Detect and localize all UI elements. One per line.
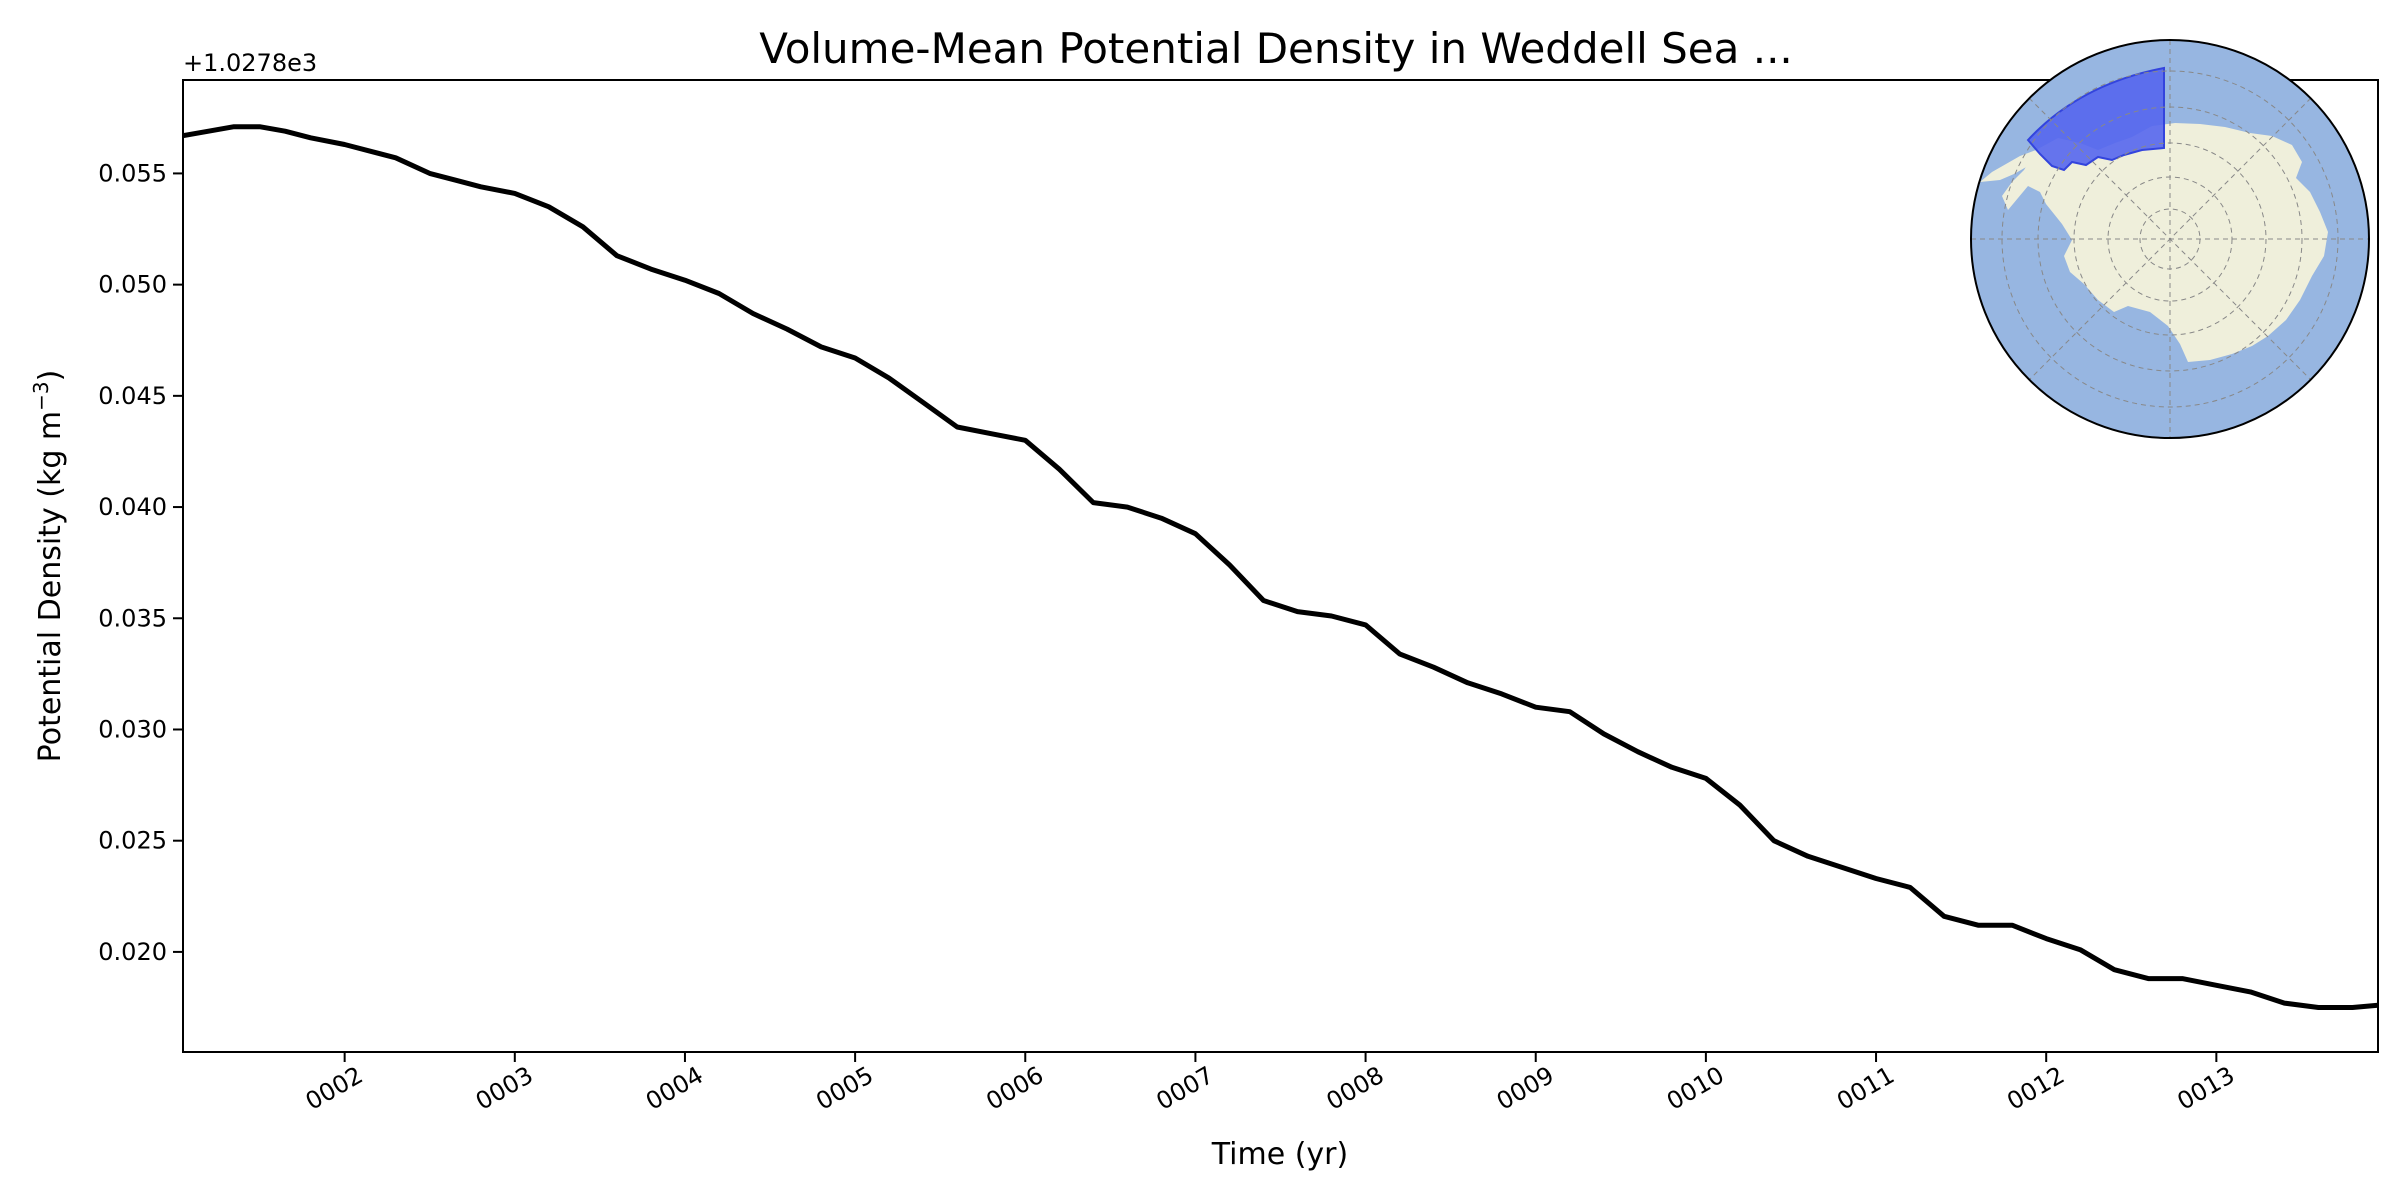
y-tick-label: 0.030	[98, 715, 167, 743]
x-axis-label: Time (yr)	[1211, 1137, 1348, 1172]
y-axis-label: Potential Density (kg m−3)	[29, 370, 68, 763]
y-tick-label: 0.025	[98, 827, 167, 855]
weddell-region-icon	[2026, 66, 2165, 172]
y-tick-label: 0.055	[98, 159, 167, 187]
peninsula-land-icon	[1980, 150, 2036, 182]
map-border	[1970, 39, 2370, 439]
y-axis-label-sup: −3	[29, 381, 53, 410]
y-axis-label-end: )	[33, 370, 68, 382]
y-tick-label: 0.040	[98, 493, 167, 521]
chart-title: Volume-Mean Potential Density in Weddell…	[759, 24, 1793, 73]
y-tick-label: 0.035	[98, 604, 167, 632]
series-line	[183, 124, 2378, 1010]
y-offset-label: +1.0278e3	[183, 49, 317, 77]
plot-frame	[182, 79, 2379, 1053]
y-tick-label: 0.020	[98, 938, 167, 966]
antarctica-map-inset	[1970, 39, 2370, 439]
y-axis-label-main: Potential Density (kg m	[33, 411, 68, 762]
y-tick-label: 0.050	[98, 271, 167, 299]
map-gridlines	[1971, 40, 2369, 438]
y-tick-label: 0.045	[98, 382, 167, 410]
antarctica-land-icon	[2002, 123, 2328, 362]
